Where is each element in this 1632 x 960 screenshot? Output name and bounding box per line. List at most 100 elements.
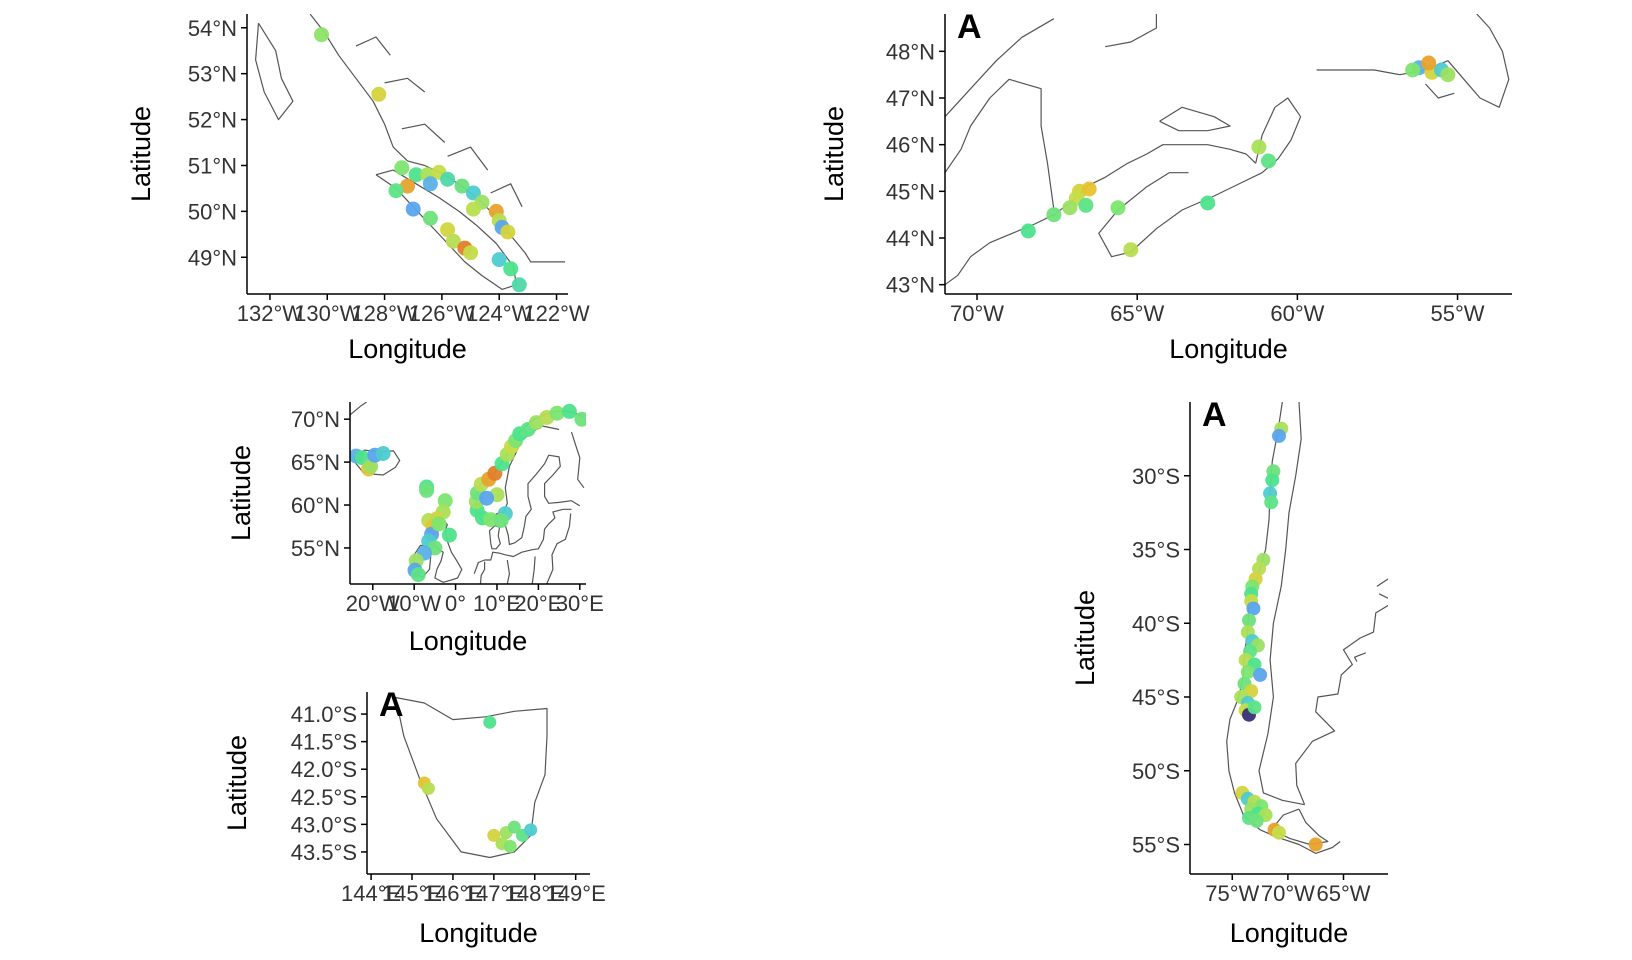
occurrence-point xyxy=(1078,197,1094,213)
occurrence-point xyxy=(314,27,329,43)
x-tick-label: 20°E xyxy=(514,591,562,616)
coastline xyxy=(350,402,367,416)
y-tick-label: 52°N xyxy=(188,108,237,133)
coastline xyxy=(945,78,1055,211)
x-tick-label: 148°E xyxy=(505,881,565,906)
x-axis-label: Longitude xyxy=(409,626,528,656)
occurrence-point xyxy=(1308,837,1323,852)
y-tick-label: 41.0°S xyxy=(291,702,357,727)
y-tick-label: 40°S xyxy=(1132,611,1180,636)
x-tick-label: 30°E xyxy=(556,591,604,616)
occurrence-point xyxy=(422,176,438,192)
occurrence-point xyxy=(561,403,577,419)
occurrence-point xyxy=(503,839,517,853)
x-tick-label: 130°W xyxy=(294,301,361,326)
x-axis-label: Longitude xyxy=(1230,918,1349,948)
y-tick-label: 60°N xyxy=(291,493,340,518)
x-tick-label: 70°W xyxy=(1261,881,1315,906)
coastline xyxy=(488,525,501,550)
x-tick-label: 75°W xyxy=(1205,881,1259,906)
y-tick-label: 47°N xyxy=(886,86,935,111)
occurrence-point xyxy=(419,482,435,498)
y-tick-label: 35°S xyxy=(1132,538,1180,563)
y-tick-label: 30°S xyxy=(1132,464,1180,489)
coastline-layer xyxy=(255,14,566,290)
coastline xyxy=(945,144,1257,286)
x-tick-label: 60°W xyxy=(1270,301,1324,326)
x-tick-label: 146°E xyxy=(423,881,483,906)
coastline xyxy=(1354,652,1367,662)
coastline xyxy=(309,14,566,263)
point-layer xyxy=(350,403,586,583)
coastline xyxy=(1105,14,1157,48)
occurrence-point xyxy=(405,201,421,217)
occurrence-point xyxy=(1240,664,1255,679)
occurrence-point xyxy=(483,715,497,729)
x-tick-label: 20°W xyxy=(346,591,400,616)
y-tick-label: 43.0°S xyxy=(291,812,357,837)
y-tick-label: 48°N xyxy=(886,39,935,64)
y-axis-label: Latitude xyxy=(819,106,849,202)
occurrence-point xyxy=(1405,62,1421,78)
occurrence-point xyxy=(1246,601,1261,616)
y-tick-label: 41.5°S xyxy=(291,730,357,755)
x-tick-label: 126°W xyxy=(409,301,476,326)
y-tick-label: 55°S xyxy=(1132,833,1180,858)
occurrence-point xyxy=(500,224,516,240)
occurrence-point xyxy=(465,201,481,217)
occurrence-point xyxy=(1253,667,1268,682)
y-tick-label: 50°N xyxy=(188,199,237,224)
occurrence-point xyxy=(408,167,424,183)
y-tick-label: 49°N xyxy=(188,245,237,270)
y-tick-label: 46°N xyxy=(886,133,935,158)
y-tick-label: 45°S xyxy=(1132,685,1180,710)
y-axis-label: Latitude xyxy=(126,106,156,202)
occurrence-point xyxy=(487,828,501,842)
coastline xyxy=(546,513,572,584)
x-tick-label: 144°E xyxy=(341,881,401,906)
occurrence-point xyxy=(400,178,415,194)
map-panel-chile: 75°W 70°W 65°W 30°S 35°S 40°S 45°S 50°S 55°S Long… xyxy=(1070,396,1388,948)
x-tick-label: 0° xyxy=(445,591,466,616)
occurrence-point xyxy=(1046,207,1062,223)
coastline xyxy=(570,431,585,489)
panel-tag: A xyxy=(379,686,404,724)
y-axis-label: Latitude xyxy=(222,735,252,831)
coastline xyxy=(506,559,510,584)
coastline xyxy=(395,696,548,859)
occurrence-point xyxy=(1081,181,1097,197)
y-tick-label: 65°N xyxy=(291,450,340,475)
y-tick-label: 44°N xyxy=(886,226,935,251)
occurrence-point xyxy=(1242,613,1256,628)
occurrence-point xyxy=(1440,67,1456,83)
coastline-layer xyxy=(395,696,548,859)
coastline xyxy=(447,146,489,171)
occurrence-point xyxy=(375,446,391,461)
occurrence-point xyxy=(421,782,435,795)
point-layer xyxy=(314,27,527,293)
coastline-layer xyxy=(350,402,585,584)
y-tick-label: 42.5°S xyxy=(291,785,357,810)
coastline xyxy=(1098,97,1302,258)
occurrence-point xyxy=(1062,200,1078,216)
y-tick-label: 42.0°S xyxy=(291,757,357,782)
occurrence-point xyxy=(549,405,565,421)
occurrence-point xyxy=(1265,473,1280,488)
coastline xyxy=(355,36,391,56)
coastline xyxy=(473,508,572,574)
coastline xyxy=(1258,402,1305,806)
occurrence-point xyxy=(1200,195,1216,211)
occurrence-point xyxy=(507,820,521,834)
occurrence-point xyxy=(454,178,470,194)
occurrence-point xyxy=(479,490,495,506)
y-tick-label: 50°S xyxy=(1132,759,1180,784)
occurrence-point xyxy=(1421,55,1437,71)
occurrence-point xyxy=(524,823,538,837)
occurrence-point xyxy=(1264,495,1279,510)
y-tick-label: 55°N xyxy=(291,536,340,561)
x-tick-label: 70°W xyxy=(950,301,1004,326)
y-tick-label: 45°N xyxy=(886,179,935,204)
occurrence-point xyxy=(445,233,461,249)
x-tick-label: 145°E xyxy=(382,881,442,906)
